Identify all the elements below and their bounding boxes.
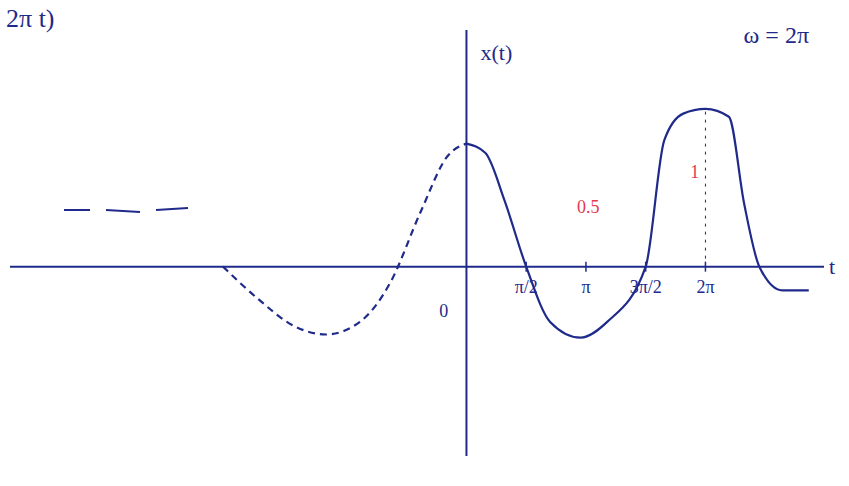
svg-text:π/2: π/2 <box>515 277 538 297</box>
svg-text:t: t <box>829 254 835 279</box>
svg-text:0: 0 <box>439 301 448 321</box>
svg-text:1: 1 <box>690 162 699 182</box>
svg-text:0.5: 0.5 <box>577 197 600 217</box>
html-text:2π t): 2π t) <box>6 4 55 33</box>
svg-text:π: π <box>581 277 590 297</box>
svg-text:x(t): x(t) <box>480 40 512 65</box>
html-text:ω = 2π: ω = 2π <box>743 22 809 48</box>
svg-text:3π/2: 3π/2 <box>630 277 662 297</box>
svg-text:2π: 2π <box>696 277 714 297</box>
